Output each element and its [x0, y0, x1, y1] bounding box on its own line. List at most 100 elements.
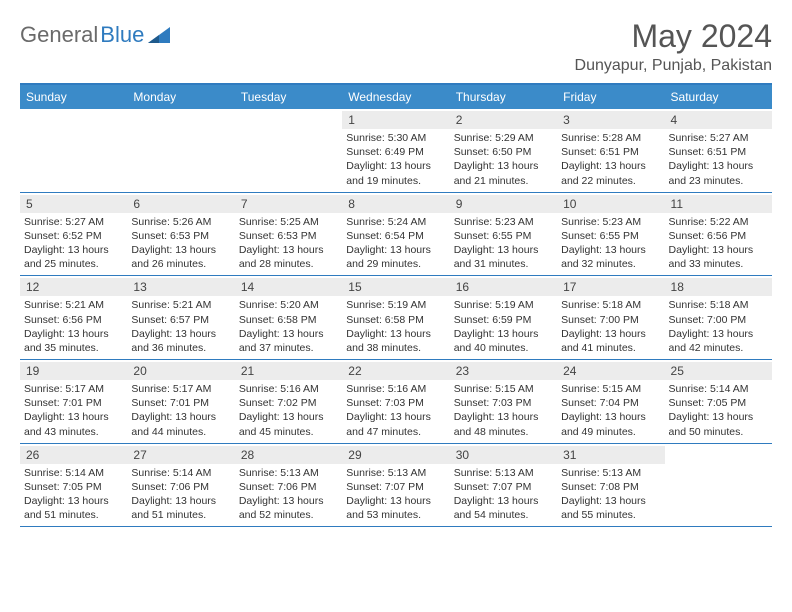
- daylight-text: Daylight: 13 hours and 26 minutes.: [131, 243, 230, 271]
- day-info: Sunrise: 5:24 AMSunset: 6:54 PMDaylight:…: [346, 215, 445, 272]
- day-info: Sunrise: 5:16 AMSunset: 7:02 PMDaylight:…: [239, 382, 338, 439]
- day-number: 7: [235, 195, 342, 213]
- day-number: 8: [342, 195, 449, 213]
- day-number: 9: [450, 195, 557, 213]
- day-number: 29: [342, 446, 449, 464]
- day-cell: 27Sunrise: 5:14 AMSunset: 7:06 PMDayligh…: [127, 444, 234, 527]
- sunset-text: Sunset: 7:06 PM: [239, 480, 338, 494]
- sunset-text: Sunset: 6:54 PM: [346, 229, 445, 243]
- sunset-text: Sunset: 7:05 PM: [24, 480, 123, 494]
- daylight-text: Daylight: 13 hours and 29 minutes.: [346, 243, 445, 271]
- day-info: Sunrise: 5:14 AMSunset: 7:05 PMDaylight:…: [669, 382, 768, 439]
- sunset-text: Sunset: 7:08 PM: [561, 480, 660, 494]
- day-number: 17: [557, 278, 664, 296]
- sunset-text: Sunset: 6:55 PM: [561, 229, 660, 243]
- sunset-text: Sunset: 7:03 PM: [454, 396, 553, 410]
- daylight-text: Daylight: 13 hours and 22 minutes.: [561, 159, 660, 187]
- day-info: Sunrise: 5:18 AMSunset: 7:00 PMDaylight:…: [561, 298, 660, 355]
- day-cell: 17 Sunrise: 5:18 AMSunset: 7:00 PMDayligh…: [557, 276, 664, 359]
- daylight-text: Daylight: 13 hours and 48 minutes.: [454, 410, 553, 438]
- day-info: Sunrise: 5:13 AMSunset: 7:07 PMDaylight:…: [346, 466, 445, 523]
- day-info: Sunrise: 5:15 AMSunset: 7:04 PMDaylight:…: [561, 382, 660, 439]
- logo-triangle-icon: [148, 27, 170, 43]
- day-cell: 25Sunrise: 5:14 AMSunset: 7:05 PMDayligh…: [665, 360, 772, 443]
- day-cell: 18Sunrise: 5:18 AMSunset: 7:00 PMDayligh…: [665, 276, 772, 359]
- daylight-text: Daylight: 13 hours and 36 minutes.: [131, 327, 230, 355]
- sunset-text: Sunset: 6:55 PM: [454, 229, 553, 243]
- sunrise-text: Sunrise: 5:18 AM: [669, 298, 768, 312]
- day-number: 10: [557, 195, 664, 213]
- dayname: Wednesday: [342, 85, 449, 109]
- daylight-text: Daylight: 13 hours and 53 minutes.: [346, 494, 445, 522]
- sunrise-text: Sunrise: 5:21 AM: [131, 298, 230, 312]
- day-number: 14: [235, 278, 342, 296]
- sunrise-text: Sunrise: 5:21 AM: [24, 298, 123, 312]
- day-number: 1: [342, 111, 449, 129]
- day-info: Sunrise: 5:18 AMSunset: 7:00 PMDaylight:…: [669, 298, 768, 355]
- day-info: Sunrise: 5:23 AMSunset: 6:55 PMDaylight:…: [561, 215, 660, 272]
- day-info: Sunrise: 5:14 AMSunset: 7:05 PMDaylight:…: [24, 466, 123, 523]
- day-info: Sunrise: 5:13 AMSunset: 7:08 PMDaylight:…: [561, 466, 660, 523]
- logo: GeneralBlue: [20, 18, 170, 48]
- day-cell: 26 Sunrise: 5:14 AMSunset: 7:05 PMDayligh…: [20, 444, 127, 527]
- daylight-text: Daylight: 13 hours and 32 minutes.: [561, 243, 660, 271]
- day-cell: 1 Sunrise: 5:30 AMSunset: 6:49 PMDaylight…: [342, 109, 449, 192]
- day-cell: [127, 109, 234, 192]
- sunrise-text: Sunrise: 5:23 AM: [454, 215, 553, 229]
- week-row: 5Sunrise: 5:27 AMSunset: 6:52 PMDaylight…: [20, 193, 772, 277]
- daylight-text: Daylight: 13 hours and 21 minutes.: [454, 159, 553, 187]
- daylight-text: Daylight: 13 hours and 50 minutes.: [669, 410, 768, 438]
- day-cell: 15Sunrise: 5:19 AMSunset: 6:58 PMDayligh…: [342, 276, 449, 359]
- sunset-text: Sunset: 6:53 PM: [131, 229, 230, 243]
- dayname: Monday: [127, 85, 234, 109]
- logo-text-1: General: [20, 22, 98, 48]
- sunrise-text: Sunrise: 5:24 AM: [346, 215, 445, 229]
- sunrise-text: Sunrise: 5:17 AM: [24, 382, 123, 396]
- day-info: Sunrise: 5:13 AMSunset: 7:07 PMDaylight:…: [454, 466, 553, 523]
- sunrise-text: Sunrise: 5:16 AM: [346, 382, 445, 396]
- day-number: [20, 111, 127, 115]
- day-cell: 16Sunrise: 5:19 AMSunset: 6:59 PMDayligh…: [450, 276, 557, 359]
- sunrise-text: Sunrise: 5:27 AM: [669, 131, 768, 145]
- sunrise-text: Sunrise: 5:13 AM: [239, 466, 338, 480]
- day-number: 20: [127, 362, 234, 380]
- sunrise-text: Sunrise: 5:22 AM: [669, 215, 768, 229]
- day-number: 28: [235, 446, 342, 464]
- day-cell: [20, 109, 127, 192]
- sunrise-text: Sunrise: 5:23 AM: [561, 215, 660, 229]
- day-number: 19: [20, 362, 127, 380]
- day-number: 15: [342, 278, 449, 296]
- sunset-text: Sunset: 7:02 PM: [239, 396, 338, 410]
- logo-text-2: Blue: [100, 22, 144, 48]
- week-row: 12Sunrise: 5:21 AMSunset: 6:56 PMDayligh…: [20, 276, 772, 360]
- sunset-text: Sunset: 7:05 PM: [669, 396, 768, 410]
- day-cell: [665, 444, 772, 527]
- daylight-text: Daylight: 13 hours and 37 minutes.: [239, 327, 338, 355]
- sunrise-text: Sunrise: 5:13 AM: [454, 466, 553, 480]
- day-number: 26: [20, 446, 127, 464]
- day-number: 4: [665, 111, 772, 129]
- daylight-text: Daylight: 13 hours and 51 minutes.: [131, 494, 230, 522]
- dayname: Sunday: [20, 85, 127, 109]
- sunset-text: Sunset: 6:52 PM: [24, 229, 123, 243]
- day-cell: 9Sunrise: 5:23 AMSunset: 6:55 PMDaylight…: [450, 193, 557, 276]
- day-info: Sunrise: 5:30 AMSunset: 6:49 PMDaylight:…: [346, 131, 445, 188]
- sunset-text: Sunset: 7:01 PM: [24, 396, 123, 410]
- day-cell: 13Sunrise: 5:21 AMSunset: 6:57 PMDayligh…: [127, 276, 234, 359]
- day-cell: 31Sunrise: 5:13 AMSunset: 7:08 PMDayligh…: [557, 444, 664, 527]
- day-info: Sunrise: 5:14 AMSunset: 7:06 PMDaylight:…: [131, 466, 230, 523]
- daylight-text: Daylight: 13 hours and 28 minutes.: [239, 243, 338, 271]
- day-cell: 6Sunrise: 5:26 AMSunset: 6:53 PMDaylight…: [127, 193, 234, 276]
- daylight-text: Daylight: 13 hours and 19 minutes.: [346, 159, 445, 187]
- sunrise-text: Sunrise: 5:15 AM: [561, 382, 660, 396]
- day-cell: 23Sunrise: 5:15 AMSunset: 7:03 PMDayligh…: [450, 360, 557, 443]
- calendar-page: GeneralBlue May 2024 Dunyapur, Punjab, P…: [0, 0, 792, 545]
- day-number: 12: [20, 278, 127, 296]
- day-info: Sunrise: 5:19 AMSunset: 6:59 PMDaylight:…: [454, 298, 553, 355]
- month-title: May 2024: [575, 18, 772, 55]
- daylight-text: Daylight: 13 hours and 45 minutes.: [239, 410, 338, 438]
- daylight-text: Daylight: 13 hours and 52 minutes.: [239, 494, 338, 522]
- sunset-text: Sunset: 6:58 PM: [239, 313, 338, 327]
- sunrise-text: Sunrise: 5:13 AM: [561, 466, 660, 480]
- sunrise-text: Sunrise: 5:30 AM: [346, 131, 445, 145]
